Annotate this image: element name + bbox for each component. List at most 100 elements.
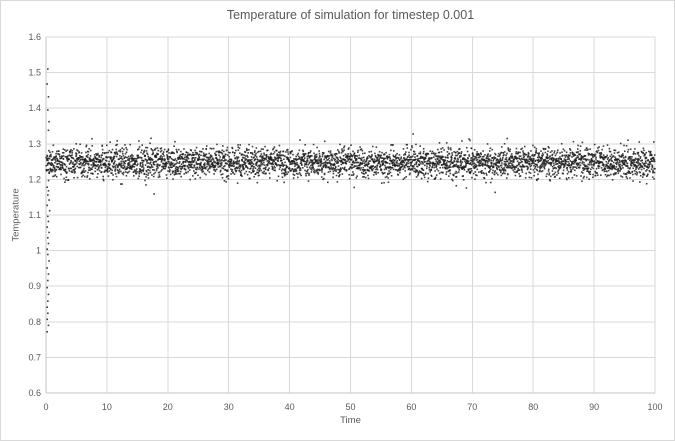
data-point xyxy=(515,147,518,150)
data-point xyxy=(218,162,220,165)
data-point xyxy=(401,163,403,166)
data-point xyxy=(527,160,530,162)
data-point xyxy=(576,148,579,150)
data-point xyxy=(479,164,481,167)
data-point xyxy=(255,156,258,158)
data-point xyxy=(270,152,272,155)
data-point xyxy=(534,167,536,170)
data-point xyxy=(403,166,405,168)
data-point xyxy=(102,158,105,160)
data-point xyxy=(538,160,541,162)
data-point xyxy=(367,157,369,160)
data-point xyxy=(518,161,520,164)
data-point xyxy=(104,166,107,169)
data-point xyxy=(440,151,443,153)
data-point xyxy=(206,169,209,172)
data-point xyxy=(272,152,275,155)
data-point xyxy=(540,170,543,173)
data-point xyxy=(218,154,220,157)
data-point xyxy=(205,148,208,150)
data-point xyxy=(300,158,302,160)
data-point xyxy=(456,150,459,153)
data-point xyxy=(197,154,200,157)
data-point xyxy=(222,156,224,158)
data-point xyxy=(509,162,512,164)
data-point xyxy=(265,166,267,169)
data-point xyxy=(268,160,271,163)
data-point xyxy=(605,160,608,163)
data-point xyxy=(388,156,391,158)
data-point xyxy=(489,154,492,156)
data-point xyxy=(59,161,62,163)
data-point xyxy=(650,168,653,170)
data-point xyxy=(332,157,335,160)
data-point xyxy=(375,171,377,173)
data-point xyxy=(390,149,392,152)
data-point xyxy=(138,146,141,148)
data-point xyxy=(192,166,194,169)
data-point xyxy=(515,166,517,169)
data-point xyxy=(258,164,261,167)
data-point xyxy=(73,169,75,172)
data-point xyxy=(272,167,274,169)
data-point xyxy=(537,158,540,161)
data-point xyxy=(446,167,448,170)
data-point xyxy=(320,163,322,166)
data-point xyxy=(252,153,254,156)
data-point xyxy=(436,158,439,161)
data-point xyxy=(67,155,69,157)
data-point xyxy=(488,165,490,168)
data-point xyxy=(175,162,178,165)
data-point xyxy=(395,169,398,171)
data-point xyxy=(479,162,482,164)
data-point xyxy=(336,153,338,155)
data-point xyxy=(500,159,502,162)
data-point xyxy=(407,159,410,161)
data-point xyxy=(372,159,374,162)
data-point xyxy=(226,175,228,177)
data-point xyxy=(47,129,50,132)
data-point xyxy=(162,151,165,153)
data-point xyxy=(347,153,349,155)
data-point xyxy=(502,172,505,174)
data-point xyxy=(105,151,108,154)
data-point xyxy=(502,152,505,154)
data-point xyxy=(202,167,205,170)
data-point xyxy=(60,164,62,166)
data-point xyxy=(157,149,160,152)
data-point xyxy=(153,161,156,163)
data-point xyxy=(104,159,107,162)
data-point xyxy=(336,156,339,159)
data-point xyxy=(129,161,131,163)
data-point xyxy=(576,156,578,159)
data-point xyxy=(470,161,472,164)
data-point xyxy=(316,159,319,161)
data-point xyxy=(517,167,519,170)
data-point xyxy=(644,153,647,156)
data-point xyxy=(644,164,646,167)
data-point xyxy=(355,167,358,170)
data-point xyxy=(265,153,268,156)
data-point xyxy=(306,172,309,174)
data-point xyxy=(557,159,560,162)
data-point xyxy=(109,156,112,159)
data-point xyxy=(582,156,584,158)
data-point xyxy=(76,149,78,151)
data-point xyxy=(357,157,360,159)
data-point xyxy=(56,162,59,165)
data-point xyxy=(62,152,65,154)
data-point xyxy=(164,167,167,170)
data-point xyxy=(366,157,368,160)
data-point xyxy=(317,171,319,174)
data-point xyxy=(212,158,215,160)
data-point xyxy=(305,163,308,166)
data-point xyxy=(386,166,388,169)
data-point xyxy=(243,167,245,170)
data-point xyxy=(235,170,237,173)
data-point xyxy=(128,163,131,166)
data-point xyxy=(511,155,514,157)
data-point xyxy=(561,154,564,157)
data-point xyxy=(258,169,261,172)
data-point xyxy=(271,168,274,171)
data-point xyxy=(553,150,556,152)
